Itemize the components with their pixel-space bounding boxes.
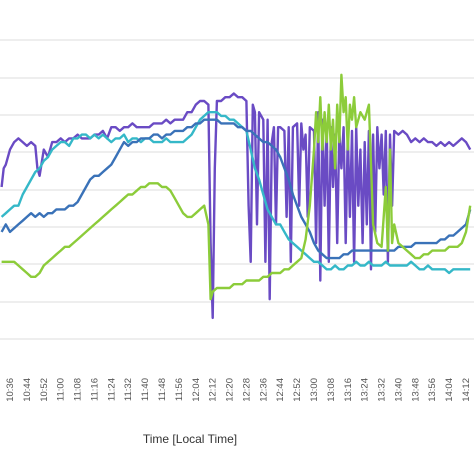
series-line-2: [0, 111, 471, 275]
x-tick-label: 12:12: [208, 378, 219, 402]
series-line-3: [0, 118, 472, 260]
x-tick-label: 11:24: [106, 378, 117, 401]
x-tick-label: 11:00: [56, 378, 67, 401]
x-tick-label: 13:08: [326, 378, 337, 402]
x-tick-label: 12:04: [191, 378, 202, 402]
x-tick-label: 14:04: [444, 378, 455, 402]
x-tick-label: 11:48: [157, 378, 168, 401]
x-tick-label: 13:24: [360, 378, 371, 402]
x-tick-label: 12:36: [258, 378, 269, 402]
series-lines: [0, 73, 472, 320]
series-line-4: [1, 73, 472, 301]
x-tick-label: 13:32: [377, 378, 388, 402]
x-tick-label: 12:28: [241, 378, 252, 402]
gridlines: [0, 39, 474, 340]
x-tick-label: 12:44: [275, 378, 286, 402]
x-tick-label: 12:20: [225, 378, 236, 402]
x-axis-tick-labels: 10:36 10:44 10:52 11:00 11:08 11:16 11:24 11:32…: [5, 378, 472, 402]
x-tick-label: 11:08: [73, 378, 84, 401]
x-tick-label: 13:40: [393, 378, 404, 402]
x-tick-label: 13:16: [343, 378, 354, 402]
x-axis-title: Time [Local Time]: [143, 432, 237, 446]
x-tick-label: 13:00: [309, 378, 320, 402]
x-tick-label: 13:56: [427, 378, 438, 402]
x-tick-label: 14:12: [461, 378, 472, 402]
x-tick-label: 10:52: [39, 378, 50, 402]
x-tick-label: 11:16: [89, 378, 100, 401]
x-tick-label: 13:48: [410, 378, 421, 402]
x-tick-label: 11:40: [140, 378, 151, 401]
x-tick-label: 11:56: [174, 378, 185, 401]
x-tick-label: 11:32: [123, 378, 134, 401]
x-tick-label: 10:36: [5, 378, 16, 402]
x-tick-label: 12:52: [292, 378, 303, 402]
x-tick-label: 10:44: [22, 378, 33, 402]
